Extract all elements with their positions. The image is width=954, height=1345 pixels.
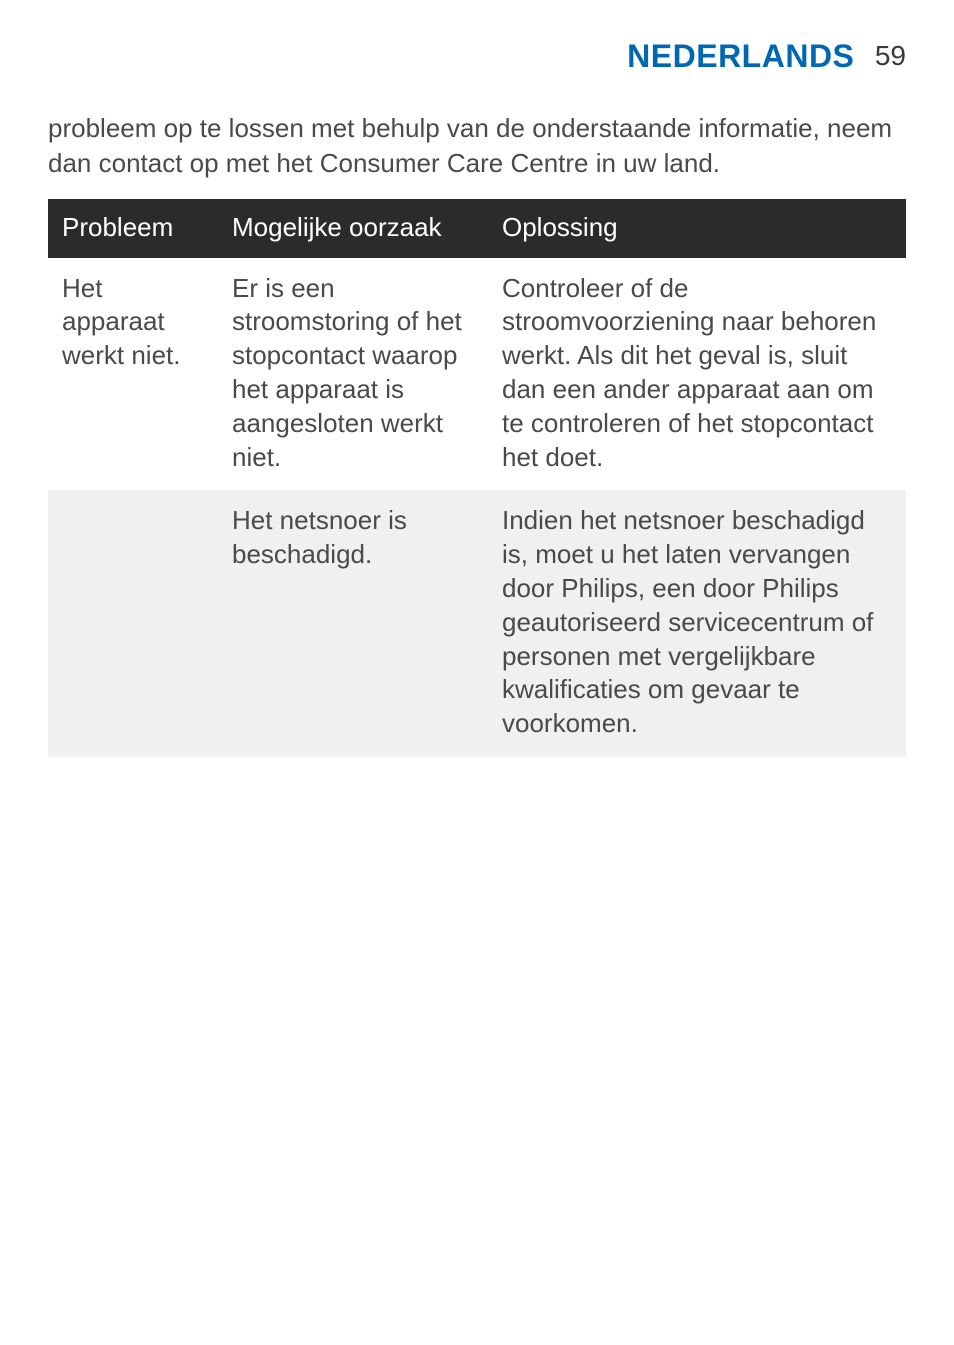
cell-problem	[48, 490, 218, 757]
col-header-problem: Probleem	[48, 199, 218, 258]
document-page: NEDERLANDS 59 probleem op te lossen met …	[0, 0, 954, 1345]
table-row: Het netsnoer is beschadigd. Indien het n…	[48, 490, 906, 757]
col-header-solution: Oplossing	[488, 199, 906, 258]
cell-cause: Er is een stroomstoring of het stopconta…	[218, 258, 488, 491]
cell-cause: Het netsnoer is beschadigd.	[218, 490, 488, 757]
intro-paragraph: probleem op te lossen met behulp van de …	[48, 111, 906, 181]
col-header-cause: Mogelijke oorzaak	[218, 199, 488, 258]
cell-solution: Controleer of de stroomvoorziening naar …	[488, 258, 906, 491]
table-header-row: Probleem Mogelijke oorzaak Oplossing	[48, 199, 906, 258]
page-header: NEDERLANDS 59	[48, 38, 906, 75]
page-number: 59	[875, 40, 906, 71]
section-title: NEDERLANDS	[627, 38, 854, 74]
troubleshooting-table: Probleem Mogelijke oorzaak Oplossing Het…	[48, 199, 906, 757]
cell-problem: Het apparaat werkt niet.	[48, 258, 218, 491]
cell-solution: Indien het netsnoer beschadigd is, moet …	[488, 490, 906, 757]
table-row: Het apparaat werkt niet. Er is een stroo…	[48, 258, 906, 491]
